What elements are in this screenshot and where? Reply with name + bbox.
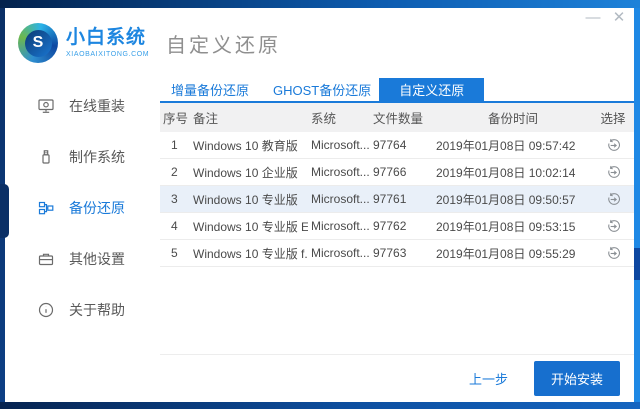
column-header-file-count: 文件数量 xyxy=(373,112,424,126)
logo-icon: S xyxy=(18,23,58,63)
cell-note: Windows 10 专业版 xyxy=(193,192,298,207)
logo-subtitle: XIAOBAIXITONG.COM xyxy=(66,50,150,58)
cell-file-count: 97761 xyxy=(373,192,407,206)
backup-blocks-icon xyxy=(36,198,55,217)
column-header-note: 备注 xyxy=(193,112,219,126)
restore-icon[interactable] xyxy=(606,245,621,259)
footer: 上一步 开始安装 xyxy=(160,354,634,402)
restore-icon[interactable] xyxy=(606,164,621,178)
cell-backup-time: 2019年01月08日 09:57:42 xyxy=(436,138,576,153)
cell-index: 1 xyxy=(171,138,178,152)
cell-system: Microsoft... xyxy=(311,219,370,233)
cell-select xyxy=(592,137,634,152)
cell-file-count: 97766 xyxy=(373,165,407,179)
window-right-border xyxy=(634,8,640,402)
tab-bar: 增量备份还原 GHOST备份还原 自定义还原 xyxy=(160,78,634,103)
window-top-border xyxy=(0,0,640,8)
sidebar-item-label: 制作系统 xyxy=(69,148,125,165)
cell-note: Windows 10 企业版 xyxy=(193,165,298,180)
sidebar-item-label: 在线重装 xyxy=(69,97,125,114)
window-controls: — ✕ xyxy=(584,8,628,26)
cell-select xyxy=(592,245,634,260)
table-row: 5 Windows 10 专业版 f... Microsoft... 97763… xyxy=(160,240,634,267)
minimize-button[interactable]: — xyxy=(585,8,601,26)
table-header: 序号 备注 系统 文件数量 备份时间 选择 xyxy=(160,103,634,132)
start-install-button[interactable]: 开始安装 xyxy=(533,361,620,396)
cell-file-count: 97762 xyxy=(373,219,407,233)
restore-icon[interactable] xyxy=(606,191,621,205)
cell-file-count: 97764 xyxy=(373,138,407,152)
cell-note: Windows 10 教育版 xyxy=(193,138,298,153)
restore-icon[interactable] xyxy=(606,137,621,151)
cell-index: 4 xyxy=(171,219,178,233)
cell-note: Windows 10 专业版 E... xyxy=(193,219,308,234)
sidebar-active-indicator xyxy=(0,184,9,238)
sidebar-item-label: 备份还原 xyxy=(69,199,125,216)
cell-select xyxy=(592,164,634,179)
cell-file-count: 97763 xyxy=(373,246,407,260)
sidebar-item-make-system[interactable]: 制作系统 xyxy=(5,131,160,182)
cell-backup-time: 2019年01月08日 09:53:15 xyxy=(436,219,576,234)
tab-ghost-backup-restore[interactable]: GHOST备份还原 xyxy=(273,83,372,98)
cell-backup-time: 2019年01月08日 09:50:57 xyxy=(436,192,576,207)
table-body: 1 Windows 10 教育版 Microsoft... 97764 2019… xyxy=(160,132,634,267)
logo-title: 小白系统 xyxy=(66,26,147,48)
table-row: 2 Windows 10 企业版 Microsoft... 97766 2019… xyxy=(160,159,634,186)
column-header-select: 选择 xyxy=(600,112,626,126)
sidebar-item-label: 关于帮助 xyxy=(69,301,125,318)
table-row: 3 Windows 10 专业版 Microsoft... 97761 2019… xyxy=(160,186,634,213)
sidebar-item-other-settings[interactable]: 其他设置 xyxy=(5,233,160,284)
briefcase-icon xyxy=(36,249,55,268)
back-step-link[interactable]: 上一步 xyxy=(468,372,508,387)
close-button[interactable]: ✕ xyxy=(612,8,626,26)
sidebar-item-about-help[interactable]: 关于帮助 xyxy=(5,284,160,335)
column-header-backup-time: 备份时间 xyxy=(487,112,538,126)
table-row: 1 Windows 10 教育版 Microsoft... 97764 2019… xyxy=(160,132,634,159)
cell-system: Microsoft... xyxy=(311,246,370,260)
page-title: 自定义还原 xyxy=(166,34,281,57)
sidebar-item-backup-restore[interactable]: 备份还原 xyxy=(5,182,160,233)
cell-backup-time: 2019年01月08日 10:02:14 xyxy=(436,165,576,180)
cell-backup-time: 2019年01月08日 09:55:29 xyxy=(436,246,576,261)
cell-index: 5 xyxy=(171,246,178,260)
table-row: 4 Windows 10 专业版 E... Microsoft... 97762… xyxy=(160,213,634,240)
cell-select xyxy=(592,218,634,233)
column-header-system: 系统 xyxy=(311,112,337,126)
cell-select xyxy=(592,191,634,206)
main-content: 增量备份还原 GHOST备份还原 自定义还原 序号 备注 系统 文件数量 备份时… xyxy=(160,78,634,402)
monitor-reinstall-icon xyxy=(36,96,55,115)
sidebar-item-label: 其他设置 xyxy=(69,250,125,267)
logo-monogram: S xyxy=(24,29,52,57)
window-border-accent xyxy=(634,248,640,280)
sidebar-item-online-reinstall[interactable]: 在线重装 xyxy=(5,80,160,131)
restore-icon[interactable] xyxy=(606,218,621,232)
cell-index: 3 xyxy=(171,192,178,206)
info-icon xyxy=(36,300,55,319)
usb-drive-icon xyxy=(36,147,55,166)
window-bottom-border xyxy=(0,402,640,409)
cell-system: Microsoft... xyxy=(311,165,370,179)
cell-system: Microsoft... xyxy=(311,138,370,152)
cell-note: Windows 10 专业版 f... xyxy=(193,246,308,261)
app-logo: S 小白系统 XIAOBAIXITONG.COM xyxy=(18,23,160,63)
column-header-index: 序号 xyxy=(163,112,189,126)
cell-system: Microsoft... xyxy=(311,192,370,206)
header: S 小白系统 XIAOBAIXITONG.COM 自定义还原 xyxy=(5,8,634,78)
tab-custom-restore[interactable]: 自定义还原 xyxy=(379,78,485,101)
sidebar: 在线重装 制作系统 备份还原 xyxy=(5,80,160,402)
tab-incremental-backup-restore[interactable]: 增量备份还原 xyxy=(171,83,250,98)
cell-index: 2 xyxy=(171,165,178,179)
